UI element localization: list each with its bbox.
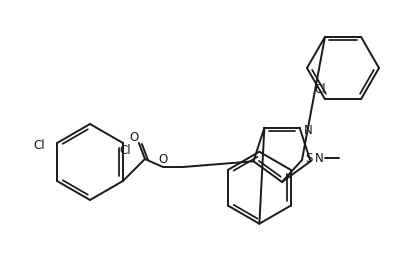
Text: O: O <box>129 130 139 144</box>
Text: Cl: Cl <box>119 144 131 157</box>
Text: N: N <box>315 152 324 165</box>
Text: N: N <box>304 124 313 137</box>
Text: Cl: Cl <box>314 83 326 96</box>
Text: O: O <box>158 153 168 165</box>
Text: Cl: Cl <box>33 139 45 151</box>
Text: S: S <box>305 151 312 165</box>
